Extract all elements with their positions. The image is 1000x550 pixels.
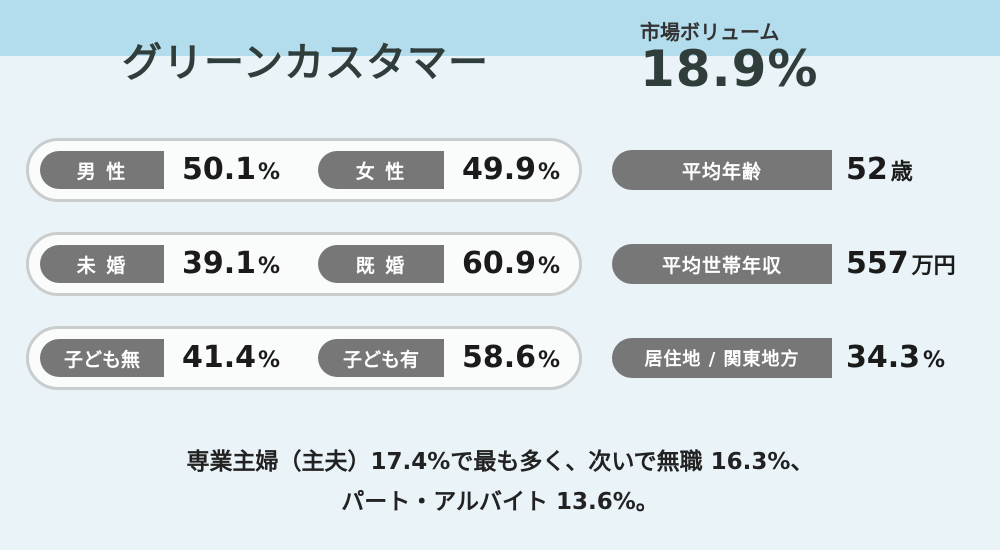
summary-line-1: 専業主婦（主夫）17.4%で最も多く、次いで無職 16.3%、: [186, 449, 814, 475]
with-children-value: 58.6%: [462, 340, 561, 375]
no-children-value: 41.4%: [182, 340, 281, 375]
average-age-value: 52 歳: [846, 152, 913, 187]
no-children-tag: 子ども無: [40, 339, 164, 377]
marital-row: [26, 232, 582, 296]
residence-tag: 居住地 / 関東地方: [612, 338, 832, 378]
market-volume-value: 18.9%: [640, 40, 819, 98]
married-value: 60.9%: [462, 246, 561, 281]
page-title: グリーンカスタマー: [122, 40, 489, 86]
average-income-tag: 平均世帯年収: [612, 244, 832, 284]
residence-value: 34.3%: [846, 340, 946, 375]
female-value: 49.9%: [462, 152, 561, 187]
married-tag: 既 婚: [318, 245, 444, 283]
unmarried-value: 39.1%: [182, 246, 281, 281]
summary-line-2: パート・アルバイト 13.6%。: [341, 489, 659, 515]
average-age-tag: 平均年齢: [612, 150, 832, 190]
male-value: 50.1%: [182, 152, 281, 187]
average-income-value: 557 万円: [846, 246, 956, 281]
male-tag: 男 性: [40, 151, 164, 189]
unmarried-tag: 未 婚: [40, 245, 164, 283]
female-tag: 女 性: [318, 151, 444, 189]
market-volume-label: 市場ボリューム: [640, 20, 780, 44]
with-children-tag: 子ども有: [318, 339, 444, 377]
header-band: [0, 0, 1000, 56]
